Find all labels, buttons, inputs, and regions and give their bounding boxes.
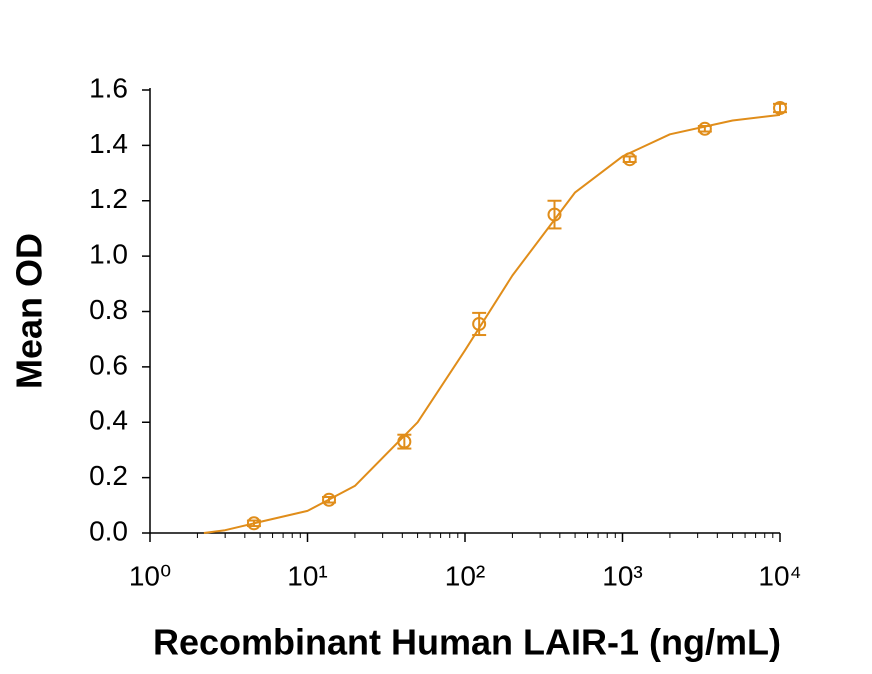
- point: [472, 316, 487, 331]
- y-tick-label: 0.0: [89, 515, 128, 546]
- fit-curve: [203, 113, 781, 534]
- y-tick-label: 1.6: [89, 72, 128, 103]
- x-tick-label: 10⁰: [129, 560, 171, 591]
- x-tick-label: 10¹: [287, 560, 327, 591]
- y-axis-title: Mean OD: [9, 233, 50, 389]
- x-tick-label: 10²: [445, 560, 485, 591]
- error-bar: [547, 199, 562, 230]
- y-tick-label: 0.6: [89, 349, 128, 380]
- y-tick-label: 0.8: [89, 294, 128, 325]
- y-tick-label: 1.0: [89, 239, 128, 270]
- y-tick-label: 1.2: [89, 183, 128, 214]
- point: [246, 516, 261, 531]
- x-axis-title: Recombinant Human LAIR-1 (ng/mL): [153, 622, 781, 663]
- x-tick-label: 10³: [602, 560, 642, 591]
- point: [773, 100, 787, 115]
- x-tick-label: 10⁴: [758, 560, 801, 591]
- y-tick-label: 1.4: [89, 128, 128, 159]
- error-bar: [472, 311, 487, 337]
- y-tick-label: 0.4: [89, 405, 128, 436]
- y-tick-label: 0.2: [89, 460, 128, 491]
- point: [322, 492, 337, 507]
